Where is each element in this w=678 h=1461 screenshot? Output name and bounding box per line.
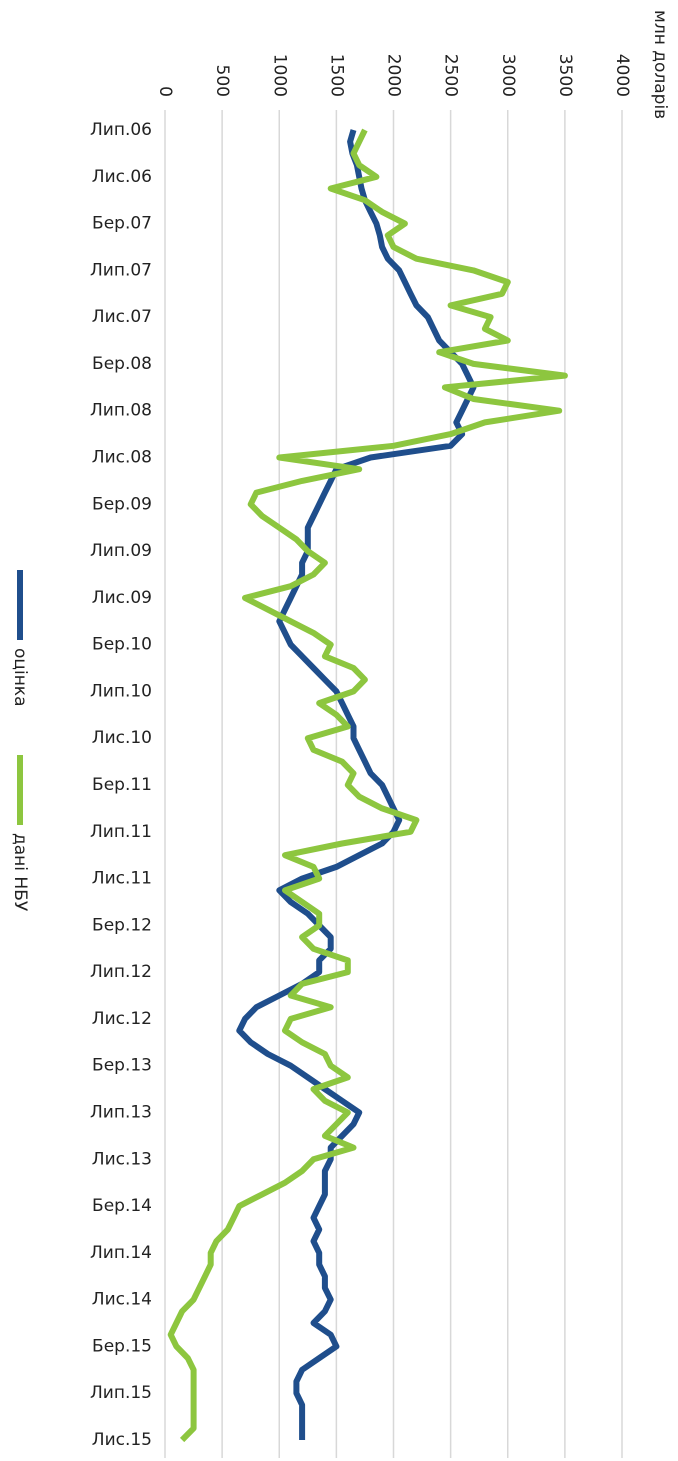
x-tick-label: Лип.07	[90, 260, 152, 280]
x-tick-label: Бер.08	[92, 354, 152, 374]
x-tick-label: Бер.09	[92, 494, 152, 514]
x-tick-label: Лип.12	[90, 962, 152, 982]
x-tick-label: Бер.10	[92, 635, 152, 655]
x-tick-label: Лис.10	[92, 728, 152, 748]
x-tick-label: Бер.11	[92, 775, 152, 795]
x-tick-label: Лип.06	[90, 120, 152, 140]
x-tick-label: Лис.11	[92, 869, 152, 889]
x-tick-label: Лис.14	[92, 1290, 152, 1310]
x-tick-label: Лис.13	[92, 1149, 152, 1169]
x-tick-label: Лип.10	[90, 681, 152, 701]
y-tick-label: 3500	[555, 54, 575, 97]
x-tick-label: Бер.15	[92, 1336, 152, 1356]
x-tick-label: Бер.14	[92, 1196, 152, 1216]
y-tick-label: 3000	[498, 54, 518, 97]
legend-label: дані НБУ	[10, 833, 30, 912]
x-tick-label: Лис.08	[92, 448, 152, 468]
y-tick-label: 1500	[326, 54, 346, 97]
y-tick-label: 2500	[441, 54, 461, 97]
axis-title: млн доларів	[650, 10, 670, 119]
x-tick-label: Лип.14	[90, 1243, 152, 1263]
x-tick-label: Лип.11	[90, 822, 152, 842]
y-tick-label: 0	[155, 86, 175, 97]
x-tick-label: Лип.09	[90, 541, 152, 561]
x-tick-label: Бер.12	[92, 915, 152, 935]
x-tick-label: Лис.07	[92, 307, 152, 327]
x-tick-label: Лип.08	[90, 401, 152, 421]
y-tick-label: 1000	[269, 54, 289, 97]
y-tick-label: 4000	[612, 54, 632, 97]
series-line	[167, 128, 568, 1443]
x-tick-label: Лис.06	[92, 167, 152, 187]
x-tick-label: Бер.13	[92, 1056, 152, 1076]
legend-label: оцінка	[10, 648, 30, 707]
x-tick-label: Лис.15	[92, 1430, 152, 1450]
x-tick-label: Бер.07	[92, 214, 152, 234]
x-tick-label: Лис.09	[92, 588, 152, 608]
series-line	[236, 129, 477, 1440]
x-tick-label: Лис.12	[92, 1009, 152, 1029]
x-tick-label: Лип.15	[90, 1383, 152, 1403]
y-tick-label: 500	[212, 65, 232, 97]
y-tick-label: 2000	[384, 54, 404, 97]
x-tick-label: Лип.13	[90, 1103, 152, 1123]
